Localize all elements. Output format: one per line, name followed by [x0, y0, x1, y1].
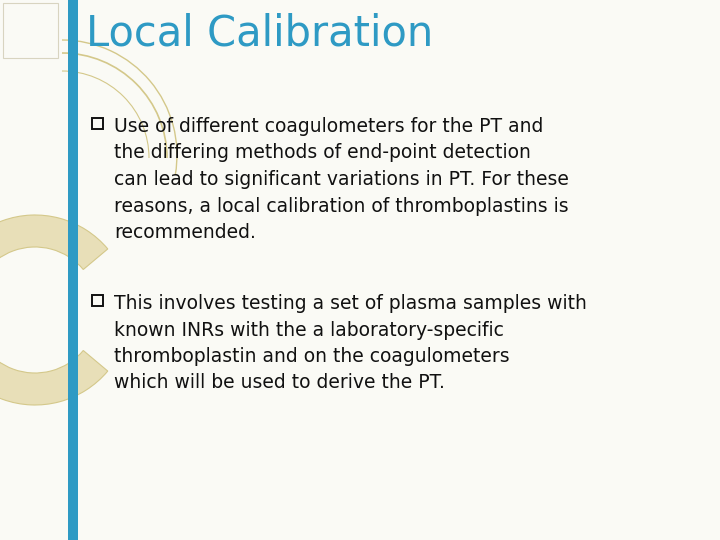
Text: Local Calibration: Local Calibration [86, 12, 433, 54]
Wedge shape [0, 215, 108, 405]
Text: Use of different coagulometers for the PT and
the differing methods of end-point: Use of different coagulometers for the P… [114, 117, 569, 242]
Bar [3, 3, 58, 58]
Text: This involves testing a set of plasma samples with
known INRs with the a laborat: This involves testing a set of plasma sa… [114, 294, 587, 393]
Bar [91, 295, 103, 306]
Bar [91, 118, 103, 129]
Bar [68, 0, 78, 540]
